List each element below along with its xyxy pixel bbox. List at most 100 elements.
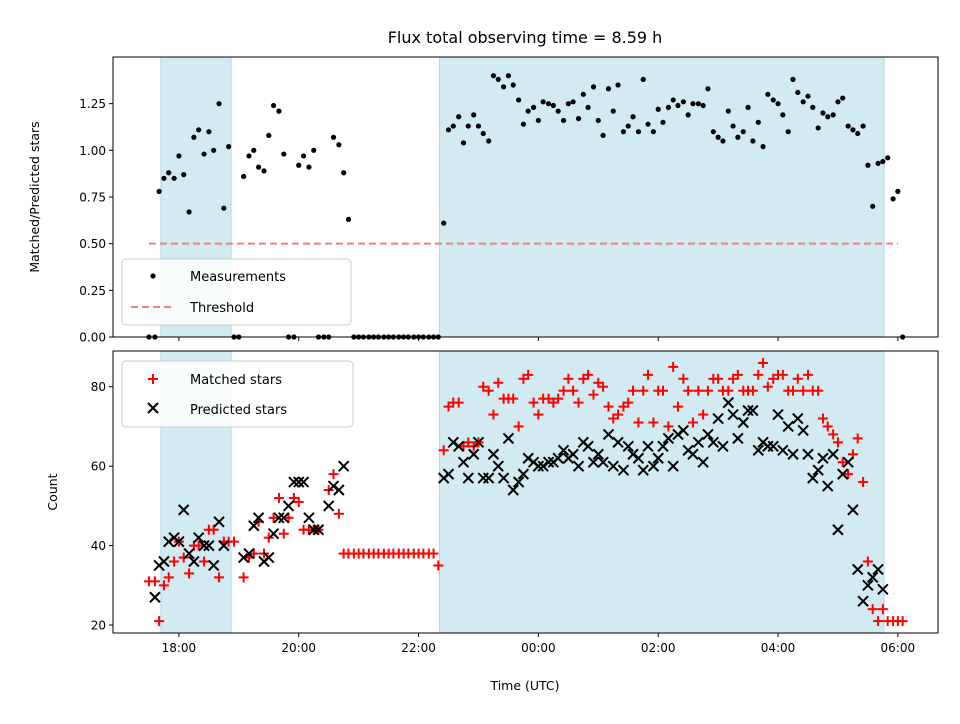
- matched-stars-point: [558, 385, 569, 396]
- matched-stars-point: [683, 385, 694, 396]
- predicted-stars-point: [243, 547, 255, 560]
- y-tick-label: 0.25: [79, 284, 106, 298]
- predicted-stars-point: [727, 408, 739, 421]
- predicted-stars-point: [507, 484, 519, 496]
- measurements-point: [306, 164, 312, 170]
- matched-stars-point: [867, 604, 878, 615]
- predicted-stars-point: [297, 476, 310, 488]
- measurements-point: [605, 86, 612, 92]
- ratio-legend-box: [121, 258, 352, 326]
- measurements-point: [790, 76, 796, 82]
- measurements-point: [680, 99, 686, 105]
- predicted-stars-point: [263, 551, 275, 564]
- predicted-stars-point: [447, 436, 460, 449]
- predicted-stars-point: [177, 504, 190, 516]
- matched-stars-point: [832, 437, 843, 448]
- matched-stars-point: [623, 397, 634, 408]
- predicted-stars-point: [872, 563, 884, 576]
- matched-stars-point: [553, 393, 564, 404]
- matched-stars-point: [792, 373, 803, 384]
- predicted-stars-point: [322, 500, 335, 512]
- y-tick-label: 0.75: [79, 191, 106, 205]
- measurements-point: [241, 173, 247, 180]
- measurements-point: [545, 101, 552, 107]
- count-legend-box: [121, 360, 354, 428]
- predicted-stars-point: [662, 432, 675, 445]
- measurements-point: [715, 134, 721, 140]
- x-tick-label: 00:00: [521, 641, 556, 655]
- measurements-point: [615, 82, 621, 88]
- measurements-point: [575, 116, 582, 122]
- measurements-point: [725, 108, 731, 114]
- measurements-point: [266, 132, 272, 138]
- matched-stars-point: [753, 369, 764, 380]
- measurements-point: [341, 170, 347, 176]
- legend-predicted-label: Predicted stars: [190, 403, 287, 418]
- measurements-point: [475, 123, 482, 129]
- matched-stars-point: [762, 381, 773, 392]
- matched-stars-point: [563, 373, 574, 384]
- predicted-stars-point: [787, 448, 799, 460]
- matched-stars-point: [873, 616, 884, 627]
- measurements-point: [760, 144, 766, 150]
- predicted-stars-point: [333, 484, 345, 496]
- predicted-stars-point: [567, 448, 579, 460]
- matched-stars-point: [568, 385, 579, 396]
- measurements-point: [206, 129, 212, 135]
- measurements-point: [471, 112, 477, 118]
- matched-stars-point: [278, 528, 289, 539]
- legend-matched-marker: [148, 374, 158, 384]
- measurements-point: [196, 127, 202, 133]
- measurements-point: [441, 220, 447, 226]
- matched-stars-point: [533, 409, 544, 420]
- predicted-stars-point: [712, 412, 724, 425]
- measurements-point: [695, 101, 701, 107]
- chart-title: Flux total observing time = 8.59 h: [388, 28, 663, 47]
- count-series: [143, 357, 908, 627]
- matched-stars-point: [588, 389, 599, 400]
- predicted-stars-point: [707, 436, 720, 449]
- predicted-stars-point: [877, 583, 889, 596]
- measurements-point: [720, 138, 726, 144]
- measurements-point: [540, 99, 546, 105]
- measurements-point: [785, 129, 791, 135]
- matched-stars-point: [438, 445, 449, 456]
- legend-measurements-marker: [150, 273, 156, 279]
- matched-stars-point: [208, 524, 219, 535]
- matched-stars-point: [788, 385, 799, 396]
- measurements-point: [550, 102, 556, 109]
- measurements-point: [875, 160, 881, 166]
- predicted-stars-point: [812, 464, 824, 476]
- matched-stars-point: [648, 417, 659, 428]
- predicted-stars-point: [522, 452, 534, 464]
- matched-stars-point: [702, 385, 713, 396]
- predicted-stars-point: [632, 452, 645, 464]
- predicted-stars-point: [252, 512, 265, 524]
- measurements-point: [675, 102, 681, 109]
- x-tick-label: 02:00: [641, 641, 676, 655]
- measurements-point: [650, 129, 657, 135]
- measurements-point: [171, 175, 177, 181]
- matched-stars-point: [813, 385, 824, 396]
- predicted-stars-point: [572, 460, 585, 472]
- predicted-stars-point: [687, 448, 699, 460]
- measurements-point: [700, 102, 706, 109]
- measurements-point: [161, 175, 167, 181]
- predicted-stars-point: [282, 500, 295, 512]
- predicted-stars-point: [807, 472, 819, 484]
- measurements-point: [555, 108, 561, 114]
- measurements-point: [251, 147, 257, 153]
- measurements-point: [276, 108, 282, 114]
- predicted-stars-point: [652, 452, 664, 464]
- predicted-stars-point: [452, 440, 465, 453]
- measurements-point: [226, 144, 232, 150]
- measurements-point: [156, 188, 162, 194]
- predicted-stars-point: [866, 571, 879, 584]
- predicted-stars-point: [207, 559, 220, 572]
- matched-stars-point: [333, 508, 344, 519]
- predicted-stars-point: [602, 428, 615, 441]
- measurements-point: [565, 101, 571, 107]
- predicted-stars-point: [777, 444, 789, 457]
- measurements-point: [176, 153, 182, 159]
- measurements-point: [211, 147, 217, 153]
